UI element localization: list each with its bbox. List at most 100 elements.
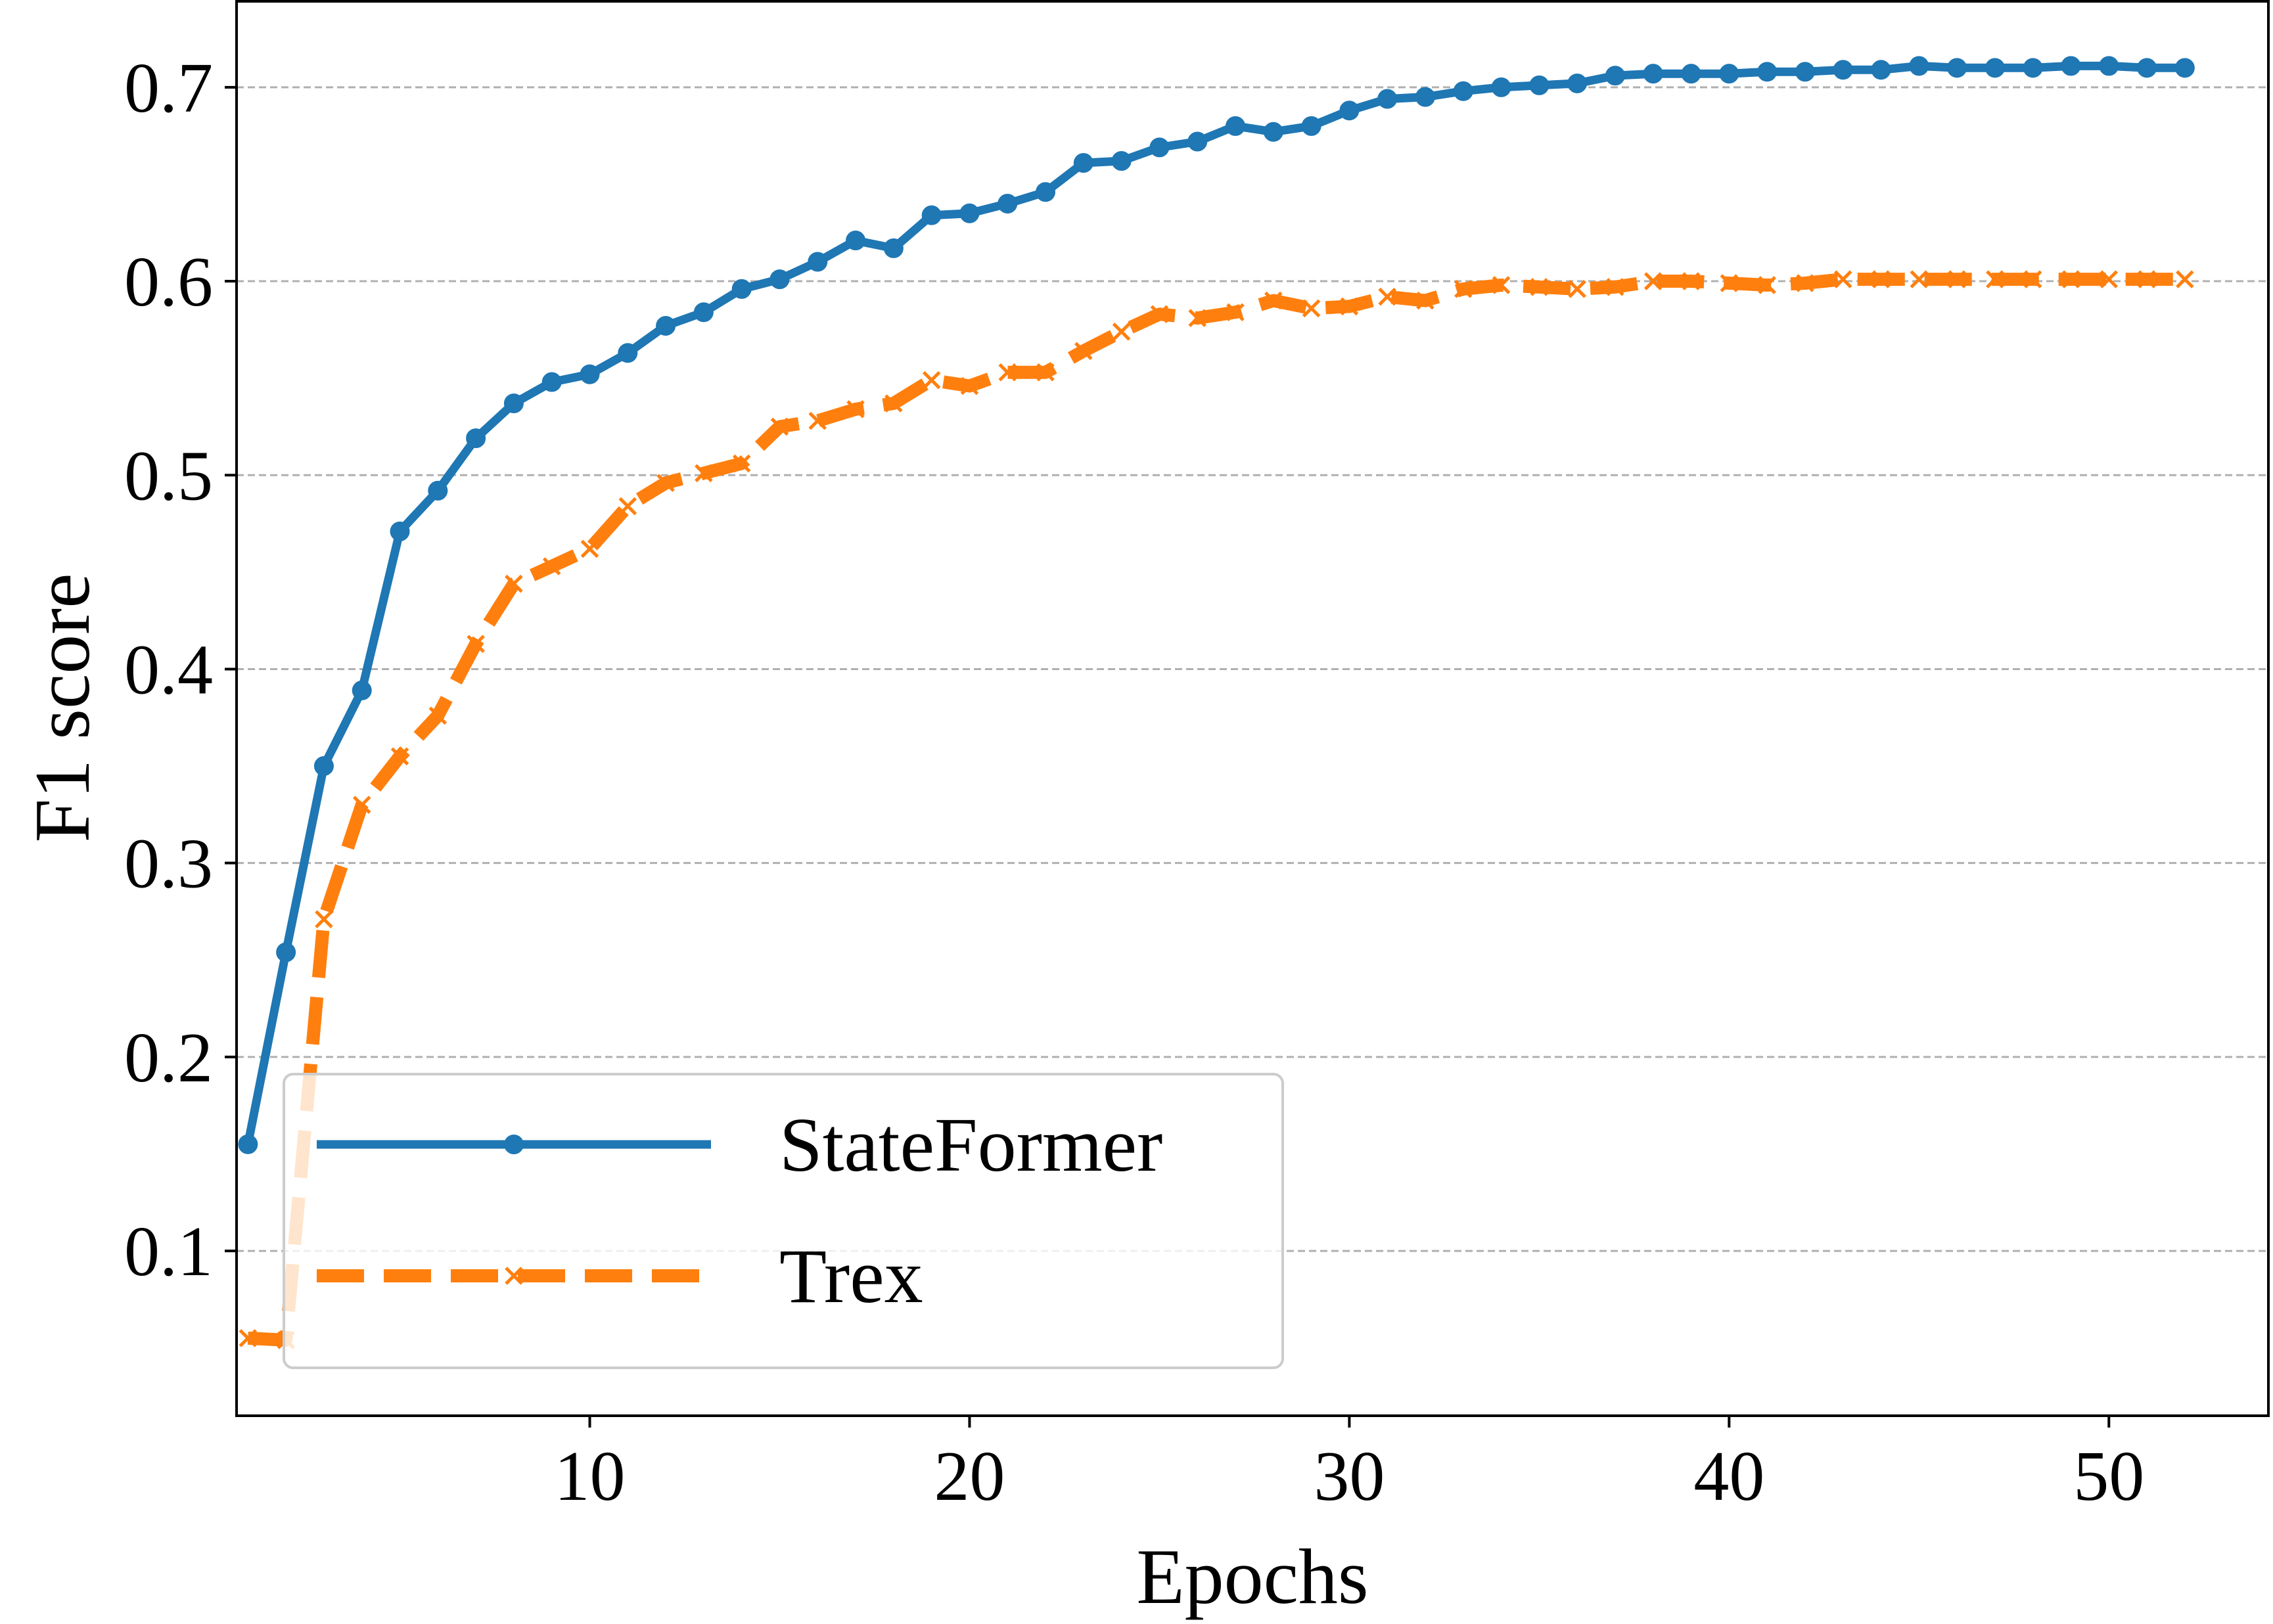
data-point-stateformer (1225, 116, 1245, 136)
data-point-trex (239, 1329, 258, 1347)
series-trex (239, 270, 2194, 1349)
data-point-trex (656, 474, 675, 492)
y-tick-label: 0.2 (124, 1019, 213, 1097)
data-point-trex (1264, 291, 1283, 310)
data-point-trex (808, 411, 827, 430)
data-point-stateformer (1415, 87, 1435, 107)
legend-item-trex: Trex (317, 1233, 923, 1319)
data-point-stateformer (313, 756, 334, 777)
data-point-stateformer (618, 343, 638, 363)
data-point-stateformer (1073, 152, 1093, 173)
data-point-stateformer (2023, 58, 2043, 78)
data-point-stateformer (731, 279, 752, 299)
data-point-trex (922, 371, 941, 390)
data-point-trex (1416, 291, 1435, 310)
x-tick-label: 50 (2073, 1437, 2144, 1516)
data-point-stateformer (1036, 182, 1056, 202)
data-point-stateformer (769, 269, 790, 290)
data-point-trex (1643, 272, 1663, 290)
x-tick-label: 40 (1693, 1437, 1764, 1516)
data-point-stateformer (238, 1134, 258, 1154)
data-point-stateformer (921, 205, 942, 225)
data-point-stateformer (1947, 58, 1967, 78)
legend-label-trex: Trex (779, 1233, 923, 1319)
series-stateformer (238, 56, 2195, 1154)
data-point-trex (1112, 323, 1131, 341)
data-point-trex (1986, 270, 2004, 288)
data-point-stateformer (998, 193, 1018, 214)
data-point-trex (1036, 363, 1055, 382)
y-tick-label: 0.1 (124, 1213, 213, 1291)
data-point-stateformer (1453, 81, 1473, 101)
data-point-trex (2176, 270, 2194, 288)
legend: StateFormer Trex (283, 1073, 1284, 1369)
data-point-stateformer (2099, 56, 2119, 76)
data-point-trex (998, 363, 1017, 382)
data-point-stateformer (1909, 56, 1929, 76)
data-point-trex (846, 400, 865, 418)
data-point-stateformer (1529, 75, 1550, 95)
data-point-trex (580, 539, 599, 558)
x-tick-label: 30 (1314, 1437, 1385, 1516)
data-point-trex (1378, 287, 1396, 306)
data-point-stateformer (1111, 151, 1132, 171)
data-point-stateformer (846, 231, 866, 251)
data-point-stateformer (1833, 60, 1853, 80)
data-point-stateformer (1187, 131, 1208, 152)
data-point-trex (1150, 305, 1169, 324)
data-point-trex (2061, 270, 2080, 288)
data-point-stateformer (1301, 116, 1321, 136)
data-point-stateformer (466, 428, 486, 449)
data-point-stateformer (503, 394, 524, 414)
data-point-trex (1302, 299, 1321, 318)
data-point-stateformer (959, 203, 980, 223)
data-point-trex (695, 464, 713, 483)
data-point-stateformer (352, 680, 372, 700)
data-point-stateformer (808, 252, 828, 272)
x-tick-label: 20 (934, 1437, 1005, 1516)
data-point-trex (960, 376, 979, 395)
data-point-trex (770, 417, 789, 436)
y-tick-label: 0.6 (124, 243, 213, 321)
plot-frame (235, 0, 2270, 1417)
data-point-trex (1454, 280, 1473, 298)
data-point-stateformer (1339, 101, 1360, 121)
data-point-trex (467, 635, 485, 653)
data-point-trex (2100, 270, 2119, 288)
data-point-trex (2023, 270, 2042, 288)
data-point-trex (1530, 278, 1549, 296)
legend-marker-trex (505, 1267, 523, 1285)
y-tick-label: 0.3 (124, 825, 213, 903)
data-point-stateformer (428, 480, 448, 501)
data-point-stateformer (1643, 64, 1663, 84)
data-point-stateformer (1757, 62, 1778, 82)
data-point-trex (315, 910, 333, 929)
data-point-trex (352, 796, 371, 814)
x-axis-title: Epochs (1136, 1533, 1368, 1620)
series-layer (238, 56, 2195, 1349)
data-point-stateformer (693, 302, 714, 323)
data-point-stateformer (1795, 62, 1815, 82)
data-point-trex (1606, 278, 1624, 296)
data-point-stateformer (2061, 56, 2081, 76)
data-point-stateformer (1491, 77, 1511, 97)
data-point-trex (618, 497, 637, 516)
data-point-stateformer (1377, 89, 1398, 109)
series-line-trex (247, 273, 2185, 1347)
data-point-trex (732, 454, 751, 473)
data-point-stateformer (1719, 64, 1739, 84)
data-point-trex (390, 747, 409, 766)
data-point-trex (1188, 309, 1206, 327)
data-point-stateformer (276, 942, 296, 962)
x-tick-label: 10 (554, 1437, 625, 1516)
data-point-trex (2138, 270, 2156, 288)
y-axis-title: F1 score (18, 574, 106, 843)
data-point-trex (1568, 280, 1586, 298)
data-point-trex (1910, 270, 1929, 288)
data-point-stateformer (883, 238, 904, 258)
data-point-stateformer (541, 372, 562, 392)
legend-item-stateformer: StateFormer (317, 1102, 1162, 1188)
data-point-stateformer (656, 315, 676, 336)
